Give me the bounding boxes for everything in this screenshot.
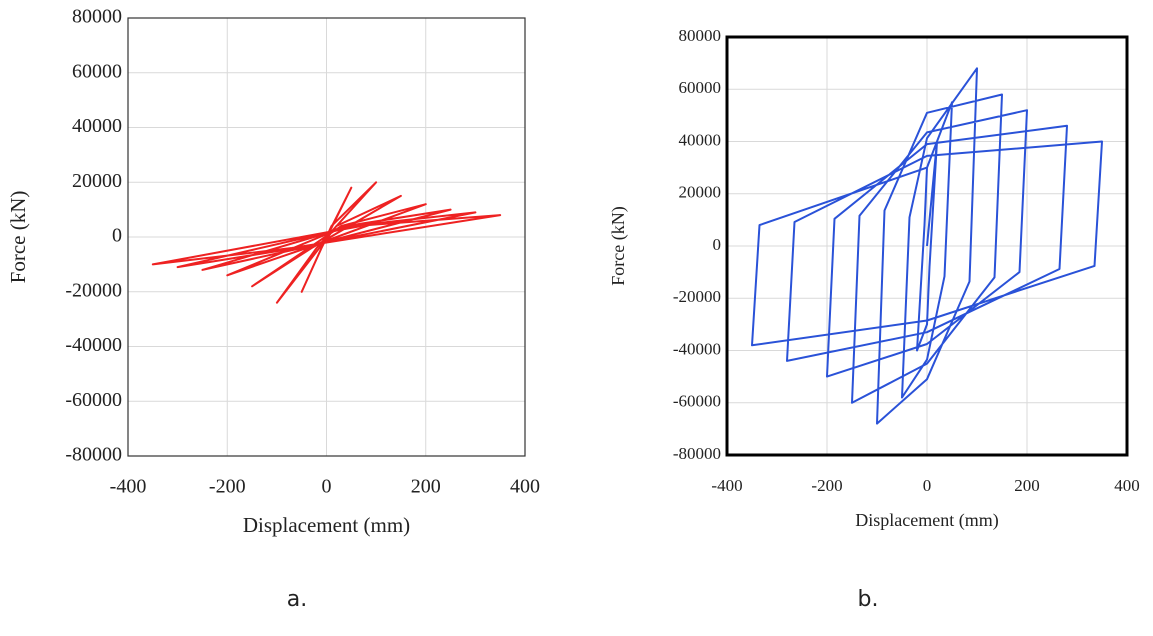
- caption: b.: [858, 587, 879, 612]
- y-tick-label: -20000: [65, 279, 122, 301]
- y-tick-label: 60000: [679, 78, 722, 97]
- y-tick-label: 80000: [679, 26, 722, 45]
- y-axis-title: Force (kN): [6, 191, 30, 284]
- y-tick-label: 40000: [72, 115, 122, 137]
- x-tick-label: -400: [110, 476, 147, 498]
- y-tick-label: 0: [112, 225, 122, 247]
- plot-border: [725, 35, 1129, 457]
- x-tick-label: 400: [510, 476, 540, 498]
- y-tick-label: 20000: [72, 170, 122, 192]
- x-tick-label: 200: [1014, 476, 1040, 495]
- y-tick-label: 0: [713, 235, 722, 254]
- y-tick-label: -40000: [65, 334, 122, 356]
- y-tick-label: -60000: [673, 392, 721, 411]
- y-tick-label: 40000: [679, 130, 722, 149]
- hysteresis-line: [751, 67, 1103, 425]
- y-tick-label: -60000: [65, 389, 122, 411]
- plot-border: [127, 17, 526, 457]
- y-axis-title: Force (kN): [608, 206, 629, 285]
- x-tick-label: 0: [322, 476, 332, 498]
- caption: a.: [287, 587, 307, 612]
- y-tick-label: 80000: [72, 6, 122, 28]
- x-tick-label: -200: [209, 476, 246, 498]
- y-tick-label: -80000: [673, 444, 721, 463]
- y-tick-label: -40000: [673, 339, 721, 358]
- x-axis-title: Displacement (mm): [855, 510, 998, 531]
- x-tick-label: 200: [411, 476, 441, 498]
- y-tick-label: 20000: [679, 183, 722, 202]
- y-tick-label: -80000: [65, 444, 122, 466]
- x-tick-label: -400: [711, 476, 742, 495]
- hysteresis-line: [151, 181, 502, 304]
- x-tick-label: -200: [811, 476, 842, 495]
- y-tick-label: 60000: [72, 60, 122, 82]
- y-tick-label: -20000: [673, 287, 721, 306]
- x-tick-label: 0: [923, 476, 932, 495]
- x-tick-label: 400: [1114, 476, 1140, 495]
- x-axis-title: Displacement (mm): [243, 513, 410, 537]
